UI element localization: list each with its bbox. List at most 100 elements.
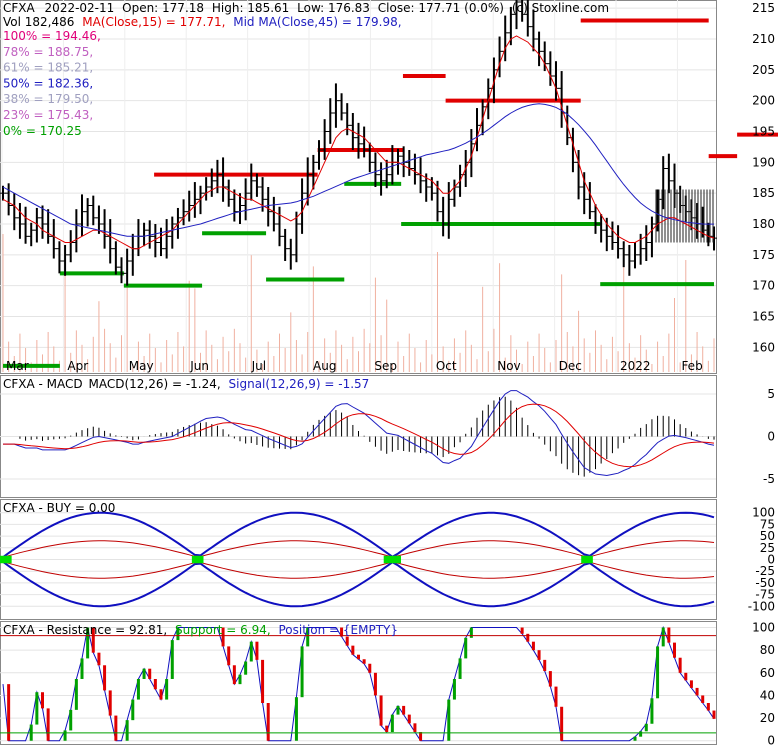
buy-tick-label: 25 (760, 541, 775, 555)
ohlc-bar (632, 242, 638, 269)
volume-bar (459, 352, 461, 372)
volume-bar (408, 333, 410, 372)
ohlc-bar (344, 103, 351, 136)
price-x-axis: Mar Apr May Jun Jul Aug Sep Oct Nov Dec 2022 Feb (6, 359, 703, 373)
volume-bar (166, 340, 168, 372)
macd-tick-label: 5 (767, 387, 775, 401)
ohlc-bar (124, 248, 131, 286)
volume-bar (516, 349, 517, 372)
volume-bar (104, 328, 106, 372)
volume-bar (702, 346, 704, 372)
ohlc-bar (146, 220, 153, 249)
ohlc-bar (287, 238, 294, 270)
ohlc-bar (276, 206, 283, 247)
volume-bar (75, 330, 77, 372)
volume-bar (245, 357, 247, 372)
buy-tick-label: 50 (760, 529, 775, 543)
price-tick-label: 165 (752, 310, 775, 324)
volume-bar (420, 362, 422, 372)
resistance-panel-frame (0, 621, 717, 745)
ohlc-bar (530, 9, 537, 52)
volume-bar (391, 364, 393, 372)
macd-y-axis: 5 0 -5 (763, 387, 775, 486)
volume-bar (380, 335, 382, 372)
month-label: Oct (436, 359, 457, 373)
ohlc-bar (383, 159, 390, 189)
buy-signal-marker (197, 555, 204, 564)
month-label: 2022 (620, 359, 651, 373)
volume-bar (611, 336, 613, 372)
volume-bar (600, 344, 602, 372)
price-tick-label: 185 (752, 186, 775, 200)
ohlc-bar (609, 221, 616, 250)
fib-label: 100% = 194.46, (3, 29, 101, 43)
header-high: High: 185.61 (212, 1, 289, 15)
volume-bar (42, 354, 43, 372)
ohlc-bar (16, 203, 23, 239)
volume-bar (397, 341, 399, 372)
position-value: Position = {EMPTY} (279, 623, 399, 637)
ohlc-bar (293, 211, 300, 263)
price-tick-label: 175 (752, 248, 775, 262)
header-line2: Vol 182,486 MA(Close,15) = 177.71, Mid M… (3, 15, 402, 29)
buy-signal-marker (586, 555, 593, 564)
volume-bar (369, 343, 371, 372)
buy-signal-marker (5, 555, 12, 564)
ohlc-bar (332, 83, 339, 128)
price-tick-label: 160 (752, 340, 775, 354)
month-label: Apr (67, 359, 88, 373)
price-tick-label: 215 (752, 1, 775, 15)
volume-bar (476, 359, 478, 372)
volume-bar (273, 356, 275, 372)
volume-bar (171, 354, 173, 372)
buy-lines (0, 511, 715, 608)
volume-bar (651, 364, 653, 372)
ohlc-bar (39, 205, 46, 239)
ohlc-bar (586, 182, 593, 220)
buy-tick-label: -75 (755, 588, 775, 602)
volume-bar (87, 359, 89, 372)
fib-label: 38% = 179.50, (3, 92, 93, 106)
volume-bar (53, 346, 55, 372)
volume-bar (657, 341, 659, 372)
ohlc-bar (513, 0, 520, 30)
volume-bar (403, 356, 405, 372)
volume-bar (132, 364, 134, 372)
signal-line (3, 403, 715, 468)
volume-bar (290, 312, 292, 372)
header-source: (c) Stoxline.com (512, 1, 609, 15)
header-ma45: Mid MA(Close,45) = 179.98, (233, 15, 401, 29)
volume-bar (668, 333, 670, 372)
volume-bar (341, 344, 343, 372)
volume-bar (645, 349, 647, 372)
buy-lower-signal (2, 561, 715, 579)
volume-bar (194, 288, 196, 372)
volume-bar (623, 248, 625, 372)
volume-bar (64, 258, 66, 372)
ohlc-bar (0, 185, 6, 201)
resistance-lines (0, 625, 716, 742)
ohlc-bar (73, 209, 80, 253)
volume-bar (482, 286, 484, 372)
buy-signal-marker (383, 555, 390, 564)
volume-bar (640, 335, 642, 372)
volume-bar (532, 356, 534, 372)
volume-bar (205, 330, 207, 372)
volume-bar (188, 280, 190, 372)
fib-label: 61% = 185.21, (3, 61, 93, 75)
macd-signal: Signal(12,26,9) = -1.57 (229, 377, 370, 391)
ohlc-bar (519, 0, 526, 22)
ohlc-bar (316, 140, 322, 170)
ohlc-bar (33, 207, 40, 243)
ohlc-bar (665, 153, 672, 194)
ohlc-bar (231, 189, 238, 222)
month-label: May (129, 359, 154, 373)
ohlc-bar (248, 163, 255, 201)
price-tick-label: 195 (752, 125, 775, 139)
header-vol: Vol 182,486 (3, 15, 74, 29)
ohlc-bar (536, 31, 543, 67)
volume-bar (487, 351, 489, 372)
volume-bar (177, 332, 179, 372)
resistance-grid (0, 627, 716, 742)
volume-bar (2, 234, 4, 372)
